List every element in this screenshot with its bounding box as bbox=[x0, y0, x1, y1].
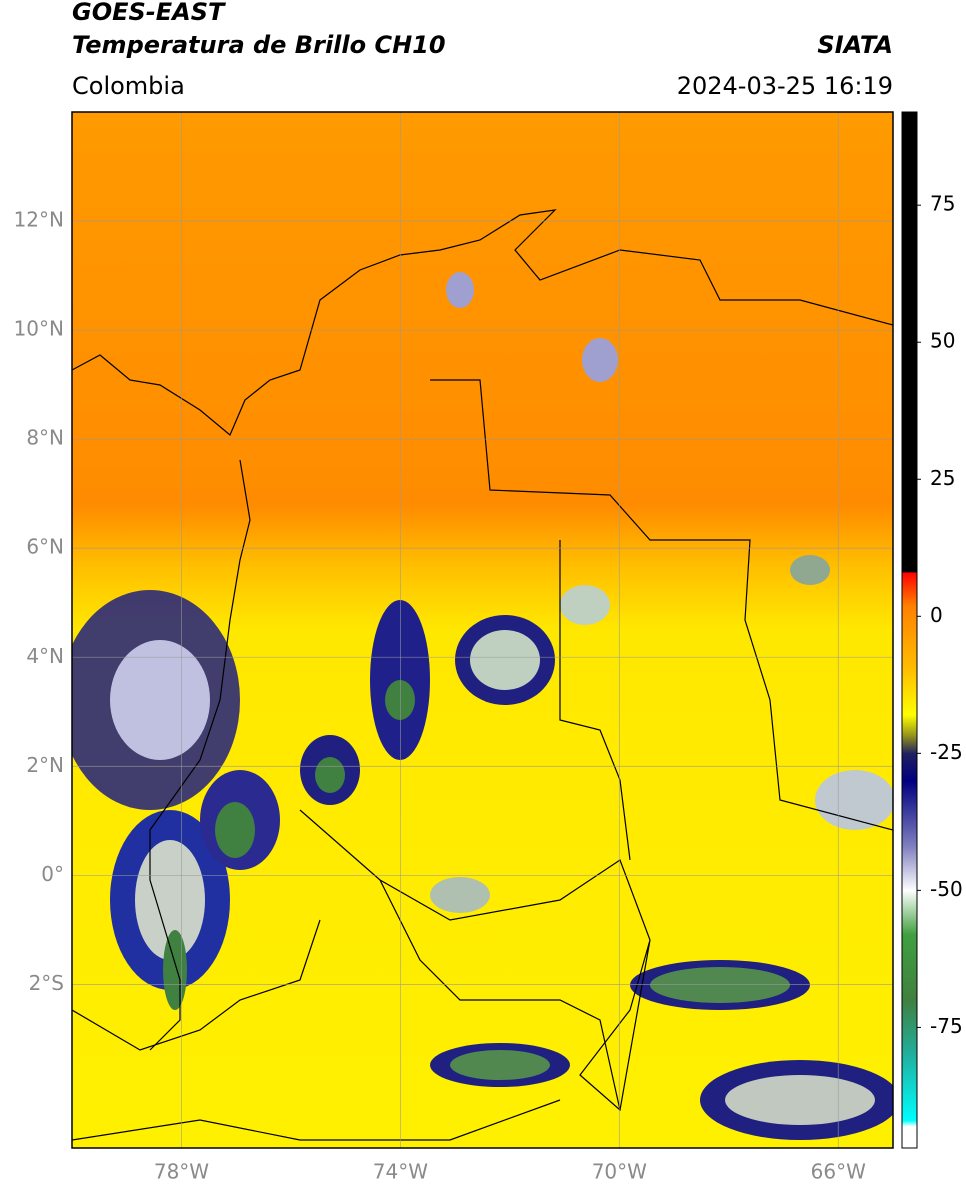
x-tick-label: 78°W bbox=[154, 1160, 209, 1184]
subtitle: Temperatura de Brillo CH10 bbox=[72, 31, 446, 59]
colorbar-tick-label: -75 bbox=[930, 1014, 963, 1038]
colorbar-tick-label: 75 bbox=[930, 192, 955, 216]
colorbar-segment bbox=[902, 112, 917, 573]
colorbar-tick-label: 50 bbox=[930, 329, 955, 353]
colorbar-segment bbox=[902, 934, 917, 1001]
colorbar-segment bbox=[902, 753, 917, 782]
colorbar-segment bbox=[902, 714, 917, 738]
x-tick-label: 66°W bbox=[811, 1160, 866, 1184]
colorbar-tick-label: -25 bbox=[930, 740, 963, 764]
y-tick-label: 6°N bbox=[26, 535, 64, 559]
colorbar-segment bbox=[902, 671, 917, 716]
colorbar-segment bbox=[902, 780, 917, 848]
satellite-image bbox=[72, 112, 893, 1148]
y-tick-label: 0° bbox=[41, 862, 64, 886]
colorbar-segment bbox=[902, 1000, 917, 1056]
colorbar-segment bbox=[902, 846, 917, 891]
y-tick-label: 10°N bbox=[14, 317, 64, 341]
y-tick-label: 12°N bbox=[14, 208, 64, 232]
title: GOES-EAST bbox=[72, 0, 226, 26]
y-tick-label: 8°N bbox=[26, 426, 64, 450]
clouds bbox=[72, 272, 893, 1140]
colorbar-segment bbox=[902, 890, 917, 935]
datetime: 2024-03-25 16:19 bbox=[677, 72, 893, 100]
colorbar-tick-label: 25 bbox=[930, 466, 955, 490]
x-tick-label: 70°W bbox=[592, 1160, 647, 1184]
y-tick-label: 2°N bbox=[26, 753, 64, 777]
colorbar-segment bbox=[902, 1054, 917, 1122]
colorbar-segment bbox=[902, 572, 917, 606]
colorbar-segment bbox=[902, 1126, 917, 1149]
region: Colombia bbox=[72, 72, 185, 100]
map-frame bbox=[71, 111, 894, 1149]
colorbar-segment bbox=[902, 736, 917, 754]
colorbar-tick-label: 0 bbox=[930, 603, 943, 627]
colorbar-segment bbox=[902, 605, 917, 672]
x-tick-label: 74°W bbox=[373, 1160, 428, 1184]
y-tick-label: 2°S bbox=[29, 971, 64, 995]
source: SIATA bbox=[817, 31, 893, 59]
y-tick-label: 4°N bbox=[26, 644, 64, 668]
colorbar-tick-label: -50 bbox=[930, 877, 963, 901]
colorbar-frame bbox=[901, 111, 918, 1149]
colorbar-segment bbox=[902, 1120, 917, 1127]
